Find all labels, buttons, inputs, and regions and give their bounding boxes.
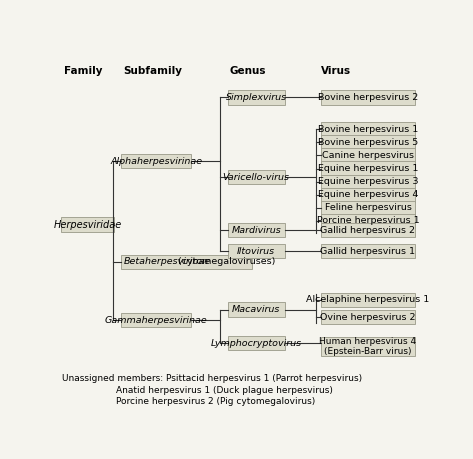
Text: Bovine herpesvirus 1: Bovine herpesvirus 1 [318,125,418,134]
FancyBboxPatch shape [321,174,415,189]
FancyBboxPatch shape [228,170,285,184]
Text: Family: Family [63,66,102,76]
Text: Feline herpesvirus: Feline herpesvirus [324,203,412,212]
FancyBboxPatch shape [321,122,415,136]
Text: Anatid herpesvirus 1 (Duck plague herpesvirus): Anatid herpesvirus 1 (Duck plague herpes… [116,386,333,395]
Text: Betaherpesvirinae: Betaherpesvirinae [123,257,210,266]
FancyBboxPatch shape [321,148,415,162]
Text: Varicello­virus: Varicello­virus [223,173,289,181]
Text: Bovine herpesvirus 2: Bovine herpesvirus 2 [318,93,418,102]
FancyBboxPatch shape [321,188,415,202]
Text: Unassigned members: Psittacid herpesvirus 1 (Parrot herpesvirus): Unassigned members: Psittacid herpesviru… [62,374,362,383]
Text: Mardivirus: Mardivirus [231,225,281,235]
Text: Lymphocryptovirus: Lymphocryptovirus [210,339,302,347]
FancyBboxPatch shape [228,90,285,105]
Text: Gallid herpesvirus 2: Gallid herpesvirus 2 [321,225,415,235]
Text: Ovine herpesvirus 2: Ovine herpesvirus 2 [320,313,416,322]
Text: Iltovirus: Iltovirus [237,247,275,256]
FancyBboxPatch shape [228,302,285,317]
Text: Virus: Virus [321,66,351,76]
FancyBboxPatch shape [61,217,114,232]
FancyBboxPatch shape [122,313,191,327]
FancyBboxPatch shape [228,336,285,350]
Text: Canine herpesvirus: Canine herpesvirus [322,151,414,160]
FancyBboxPatch shape [321,90,415,105]
Text: Genus: Genus [229,66,266,76]
Text: Porcine herpesvirus 1: Porcine herpesvirus 1 [316,216,419,225]
Text: Herpesviridae: Herpesviridae [53,220,122,230]
Text: Alphaherpesvirinae: Alphaherpesvirinae [110,157,202,166]
Text: (cytomegaloviruses): (cytomegaloviruses) [175,257,275,266]
Text: Macavirus: Macavirus [232,305,280,314]
FancyBboxPatch shape [321,162,415,176]
Text: Gallid herpesvirus 1: Gallid herpesvirus 1 [321,247,415,256]
FancyBboxPatch shape [321,214,415,228]
Text: Bovine herpesvirus 5: Bovine herpesvirus 5 [318,138,418,147]
Text: Alcelaphine herpesvirus 1: Alcelaphine herpesvirus 1 [307,295,429,304]
Text: Equine herpesvirus 1: Equine herpesvirus 1 [318,164,418,173]
FancyBboxPatch shape [321,244,415,258]
Text: Subfamily: Subfamily [123,66,182,76]
FancyBboxPatch shape [321,310,415,325]
FancyBboxPatch shape [321,292,415,307]
Text: Equine herpesvirus 3: Equine herpesvirus 3 [318,177,418,186]
Text: Equine herpesvirus 4: Equine herpesvirus 4 [318,190,418,199]
Text: Simplexvirus: Simplexvirus [226,93,287,102]
FancyBboxPatch shape [321,135,415,150]
FancyBboxPatch shape [321,201,415,215]
FancyBboxPatch shape [122,154,191,168]
FancyBboxPatch shape [228,244,285,258]
Text: Human herpesvirus 4
(Epstein-Barr virus): Human herpesvirus 4 (Epstein-Barr virus) [319,337,417,356]
FancyBboxPatch shape [228,223,285,237]
FancyBboxPatch shape [321,337,415,356]
Text: Porcine herpesvirus 2 (Pig cytomegalovirus): Porcine herpesvirus 2 (Pig cytomegalovir… [116,397,315,406]
Text: Gammaherpesvirinae: Gammaherpesvirinae [105,316,208,325]
FancyBboxPatch shape [321,223,415,237]
FancyBboxPatch shape [122,255,252,269]
